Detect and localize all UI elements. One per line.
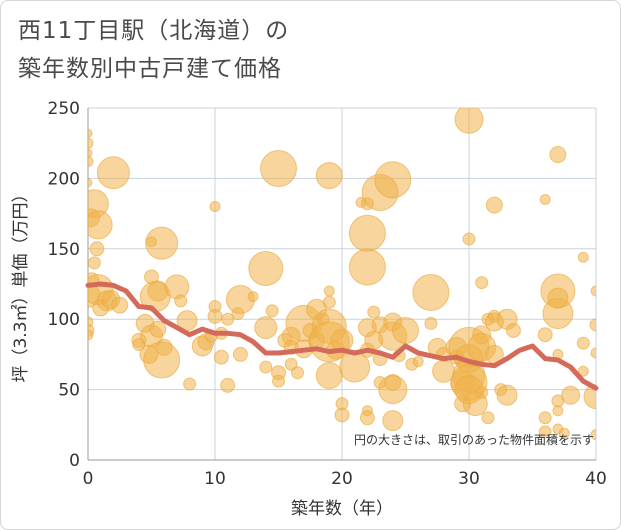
- data-bubble: [88, 256, 101, 270]
- data-bubble: [481, 411, 495, 425]
- chart-title-line-2: 築年数別中古戸建て価格: [18, 56, 282, 82]
- data-bubble: [96, 156, 130, 190]
- data-bubble: [209, 201, 221, 213]
- data-bubble: [359, 410, 375, 426]
- y-tick-label: 100: [48, 310, 80, 330]
- data-bubble: [475, 276, 489, 290]
- data-bubble: [323, 285, 335, 297]
- data-bubble: [348, 214, 386, 252]
- data-bubble: [538, 425, 552, 439]
- data-bubble: [149, 320, 167, 338]
- data-bubble: [259, 360, 273, 374]
- data-bubble: [248, 251, 284, 287]
- data-bubble: [315, 162, 343, 190]
- tick-labels: 0 10 20 30 40 0 50 100 150 200 250: [48, 99, 607, 489]
- data-bubble: [505, 322, 521, 338]
- data-bubble: [291, 366, 305, 380]
- y-tick-label: 200: [48, 169, 80, 189]
- data-bubble: [475, 385, 489, 399]
- data-bubble: [485, 196, 503, 214]
- data-bubble: [88, 156, 94, 168]
- data-bubble: [89, 241, 105, 257]
- data-bubble: [88, 148, 93, 158]
- data-bubble: [213, 349, 229, 365]
- x-tick-label: 0: [83, 469, 94, 489]
- data-bubble: [247, 291, 259, 303]
- data-bubble: [392, 316, 419, 344]
- y-tick-label: 0: [69, 451, 80, 471]
- data-bubble: [549, 145, 567, 163]
- x-axis-title: 築年数（年）: [291, 499, 393, 519]
- data-bubble: [542, 298, 574, 330]
- data-bubble: [88, 137, 94, 149]
- data-bubble: [382, 410, 404, 432]
- y-tick-label: 250: [48, 99, 80, 119]
- y-tick-label: 50: [58, 381, 80, 401]
- y-tick-label: 150: [48, 240, 80, 260]
- data-bubble: [454, 108, 484, 134]
- y-axis-title: 坪（3.3㎡）単価（万円）: [11, 185, 31, 382]
- x-tick-label: 40: [585, 469, 607, 489]
- data-bubble: [220, 377, 236, 393]
- x-tick-label: 30: [458, 469, 480, 489]
- bubble-group: [88, 108, 596, 441]
- data-bubble: [367, 305, 381, 319]
- data-bubble: [496, 384, 518, 406]
- data-bubble: [232, 346, 248, 362]
- bubble-layer: [88, 108, 596, 441]
- data-bubble: [412, 355, 424, 367]
- data-bubble: [537, 327, 553, 343]
- x-tick-label: 20: [331, 469, 353, 489]
- data-bubble: [561, 385, 581, 405]
- data-bubble: [374, 161, 412, 199]
- data-bubble: [576, 336, 590, 350]
- data-bubble: [583, 384, 596, 410]
- data-bubble: [145, 226, 179, 260]
- data-bubble: [132, 338, 146, 352]
- data-bubble: [183, 377, 197, 391]
- data-bubble: [207, 308, 223, 324]
- data-bubble: [348, 248, 386, 286]
- data-bubble: [424, 316, 438, 330]
- data-bubble: [260, 150, 297, 188]
- data-bubble: [254, 316, 278, 340]
- data-bubble: [462, 232, 476, 246]
- data-bubble: [590, 285, 596, 297]
- data-bubble: [111, 296, 129, 314]
- data-bubble: [539, 194, 551, 206]
- data-bubble: [577, 251, 589, 263]
- data-bubble: [88, 128, 93, 138]
- data-bubble: [538, 411, 552, 425]
- data-bubble: [589, 318, 596, 332]
- data-bubble: [174, 294, 188, 308]
- data-bubble: [164, 274, 190, 300]
- data-bubble: [558, 427, 570, 439]
- data-bubble: [378, 375, 408, 405]
- data-bubble: [590, 347, 596, 359]
- data-bubble: [221, 312, 235, 326]
- data-bubble: [88, 178, 93, 188]
- data-bubble: [322, 295, 336, 309]
- trend-line: [85, 281, 599, 391]
- x-tick-label: 10: [204, 469, 226, 489]
- data-bubble: [335, 397, 349, 411]
- data-bubble: [412, 273, 450, 311]
- data-bubble: [88, 329, 94, 341]
- chart-note: 円の大きさは、取引のあった物件面積を示す: [354, 432, 594, 447]
- data-bubble: [590, 429, 596, 441]
- data-bubble: [315, 362, 343, 390]
- data-bubble: [577, 365, 589, 377]
- data-bubble: [88, 210, 113, 240]
- data-bubble: [272, 374, 285, 388]
- data-bubble: [265, 304, 279, 318]
- chart-title-line-1: 西11丁目駅（北海道）の: [18, 18, 290, 44]
- data-bubble: [143, 341, 181, 379]
- data-bubble: [552, 405, 564, 417]
